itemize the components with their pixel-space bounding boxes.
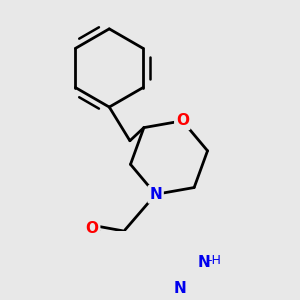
Text: N: N — [173, 281, 186, 296]
Text: -H: -H — [208, 254, 222, 267]
Text: N: N — [198, 255, 211, 270]
Text: O: O — [85, 220, 99, 236]
Text: N: N — [149, 187, 162, 202]
Text: O: O — [176, 113, 189, 128]
